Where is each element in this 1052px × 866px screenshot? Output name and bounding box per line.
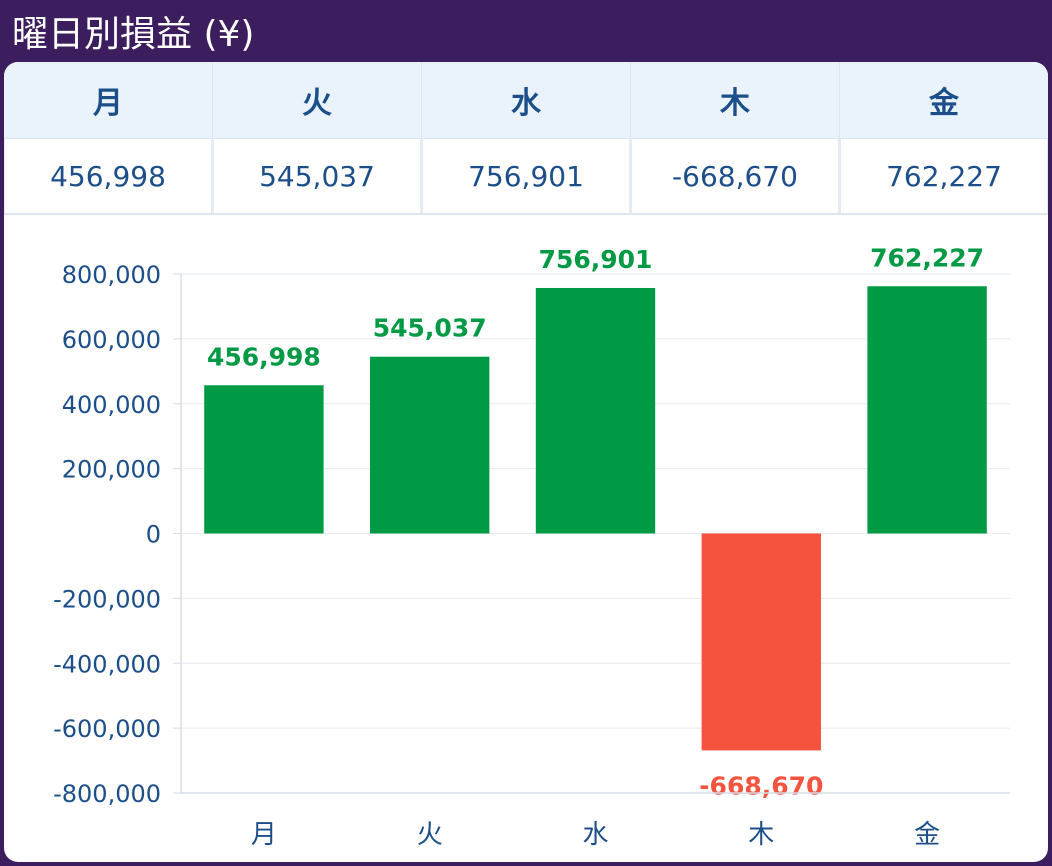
value-cell-mon: 456,998 bbox=[4, 139, 214, 213]
data-label: 756,901 bbox=[539, 245, 653, 274]
data-label: -668,670 bbox=[699, 771, 823, 800]
summary-table: 月 火 水 木 金 456,998 545,037 756,901 -668,6… bbox=[4, 62, 1048, 215]
bar bbox=[535, 287, 656, 534]
y-tick-label: 600,000 bbox=[62, 326, 161, 354]
value-cell-wed: 756,901 bbox=[423, 139, 632, 213]
y-axis-ticks: 800,000 600,000 400,000 200,000 0 -200,000 -40… bbox=[53, 261, 181, 808]
header-cell-wed: 水 bbox=[422, 62, 631, 138]
y-tick-label: 200,000 bbox=[62, 456, 161, 484]
value-cell-fri: 762,227 bbox=[841, 139, 1048, 213]
y-tick-label: -800,000 bbox=[53, 780, 161, 808]
table-header-row: 月 火 水 木 金 bbox=[4, 62, 1048, 139]
header-cell-thu: 木 bbox=[631, 62, 840, 138]
y-tick-label: -400,000 bbox=[53, 650, 161, 678]
bar bbox=[867, 286, 987, 534]
header-cell-mon: 月 bbox=[4, 62, 213, 138]
bars bbox=[204, 286, 987, 751]
y-tick-label: 800,000 bbox=[62, 261, 161, 289]
data-label: 545,037 bbox=[373, 314, 487, 343]
x-category-label: 月 bbox=[251, 820, 277, 850]
bar bbox=[204, 385, 324, 534]
x-category-label: 火 bbox=[417, 820, 443, 850]
table-value-row: 456,998 545,037 756,901 -668,670 762,227 bbox=[4, 139, 1048, 215]
header-cell-tue: 火 bbox=[213, 62, 422, 138]
bar bbox=[701, 533, 821, 751]
header-cell-fri: 金 bbox=[929, 86, 959, 121]
x-axis-categories: 月火水木金 bbox=[251, 820, 940, 850]
y-tick-label: 0 bbox=[146, 521, 161, 549]
x-category-label: 金 bbox=[914, 820, 940, 850]
x-category-label: 木 bbox=[748, 820, 774, 850]
data-label: 762,227 bbox=[870, 243, 984, 272]
y-tick-label: 400,000 bbox=[62, 391, 161, 419]
data-labels: 456,998 545,037 756,901 -668,670 762,227 bbox=[207, 243, 984, 800]
chart-title: 曜日別損益 (¥) bbox=[12, 14, 255, 55]
x-category-label: 水 bbox=[582, 820, 608, 850]
value-cell-thu: -668,670 bbox=[632, 139, 841, 213]
value-cell-tue: 545,037 bbox=[214, 139, 423, 213]
chart-card: 月 火 水 木 金 456,998 545,037 756,901 -668,6… bbox=[4, 62, 1048, 862]
bar-chart: 800,000 600,000 400,000 200,000 0 -200,000 -40… bbox=[53, 243, 1010, 850]
y-tick-label: -600,000 bbox=[53, 715, 161, 743]
bar bbox=[370, 356, 490, 534]
data-label: 456,998 bbox=[207, 342, 321, 371]
y-tick-label: -200,000 bbox=[53, 585, 161, 613]
